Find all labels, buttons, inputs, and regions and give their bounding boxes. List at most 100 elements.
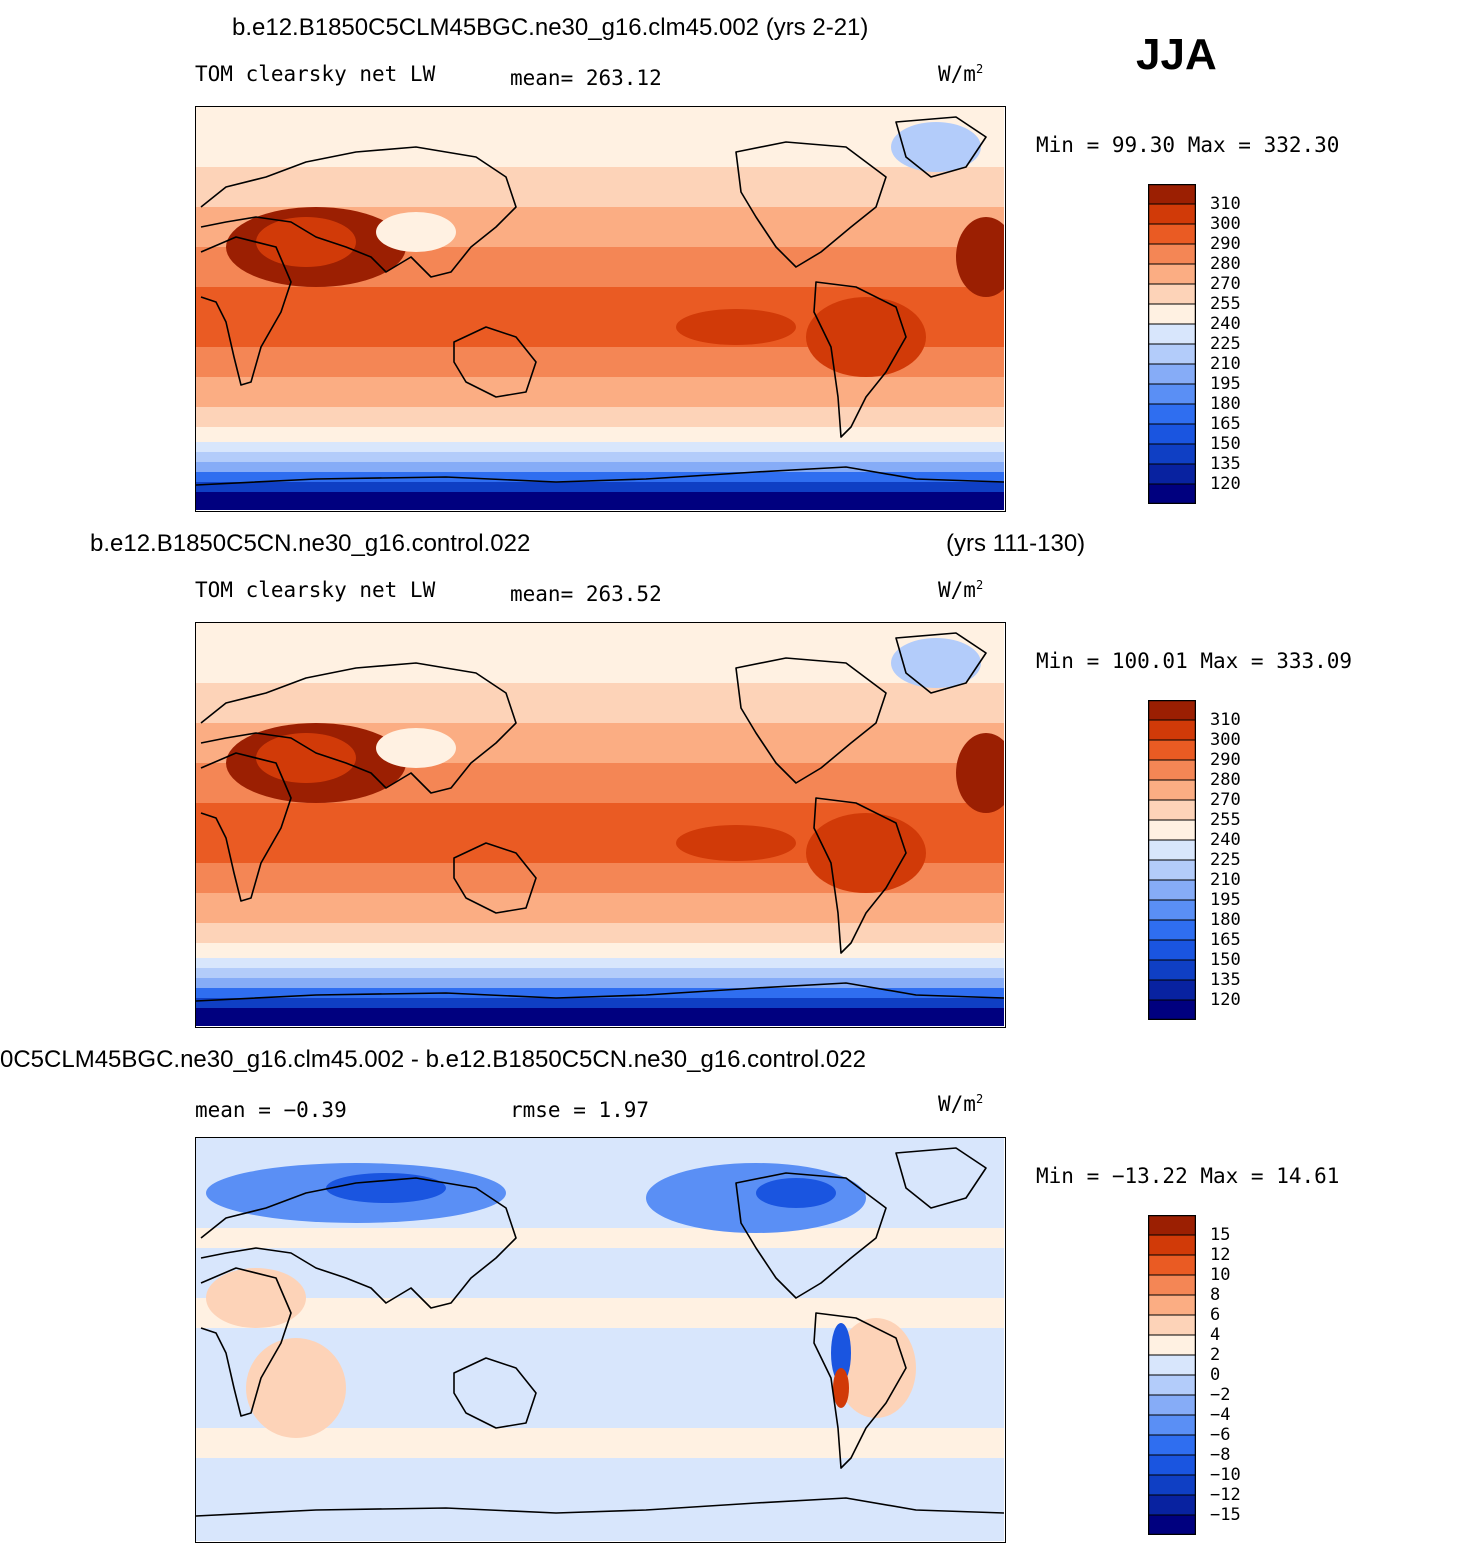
field-band — [196, 452, 1004, 462]
colorbar-tick-label: 0 — [1210, 1365, 1221, 1385]
colorbar-swatch — [1148, 899, 1196, 921]
colorbar-tick-label: 120 — [1210, 474, 1241, 494]
colorbar-swatch — [1148, 343, 1196, 365]
colorbar-swatch — [1148, 1334, 1196, 1356]
colorbar-swatch — [1148, 403, 1196, 425]
field-band — [196, 968, 1004, 978]
colorbar-swatch — [1148, 303, 1196, 325]
colorbar-tick-label: 6 — [1210, 1305, 1221, 1325]
panel3-map — [195, 1137, 1006, 1543]
field-band — [196, 377, 1004, 407]
colorbar-tick-label: −12 — [1210, 1485, 1241, 1505]
coastline — [895, 632, 987, 694]
field-band — [196, 482, 1004, 492]
colorbar-swatch — [1148, 1234, 1196, 1256]
field-feature — [836, 1318, 916, 1418]
coastline — [200, 662, 517, 794]
field-feature — [676, 309, 796, 345]
coastline — [895, 1147, 987, 1209]
field-feature — [806, 297, 926, 377]
colorbar-swatch — [1148, 1294, 1196, 1316]
panel2-minmax: Min = 100.01 Max = 333.09 — [1036, 649, 1353, 673]
coastlines — [196, 632, 1004, 1002]
field-feature — [806, 813, 926, 893]
colorbar-swatch — [1148, 203, 1196, 225]
field-band — [196, 958, 1004, 968]
colorbar-swatch — [1148, 759, 1196, 781]
field-band — [196, 978, 1004, 988]
coastline — [453, 1357, 537, 1429]
colorbar-swatch — [1148, 483, 1196, 504]
field-feature — [891, 122, 981, 172]
colorbar-swatch — [1148, 1254, 1196, 1276]
colorbar-swatch — [1148, 283, 1196, 305]
colorbar-swatch — [1148, 839, 1196, 861]
panel2-years: (yrs 111-130) — [946, 530, 1086, 557]
field-feature — [891, 638, 981, 688]
field-feature — [831, 1323, 851, 1383]
colorbar-swatch — [1148, 243, 1196, 265]
colorbar-swatch — [1148, 859, 1196, 881]
field-feature — [246, 1338, 346, 1438]
colorbar-tick-label: 225 — [1210, 334, 1241, 354]
colorbar-tick-label: 255 — [1210, 294, 1241, 314]
coastline — [895, 116, 987, 178]
panel3-title: 0C5CLM45BGC.ne30_g16.clm45.002 - b.e12.B… — [0, 1046, 866, 1073]
field-band — [196, 1428, 1004, 1458]
colorbar-tick-label: 225 — [1210, 850, 1241, 870]
panel2-colorbar — [1148, 700, 1196, 1020]
field-band — [196, 623, 1004, 683]
colorbar-swatch — [1148, 719, 1196, 741]
colorbar-swatch — [1148, 939, 1196, 961]
field-band — [196, 1008, 1004, 1026]
panel3-minmax: Min = −13.22 Max = 14.61 — [1036, 1164, 1340, 1188]
colorbar-swatch — [1148, 739, 1196, 761]
coastline — [196, 466, 1004, 486]
field-band — [196, 683, 1004, 723]
colorbar-tick-label: 240 — [1210, 314, 1241, 334]
colorbar-swatch — [1148, 263, 1196, 285]
colorbar-swatch — [1148, 1414, 1196, 1436]
colorbar-tick-label: 280 — [1210, 254, 1241, 274]
colorbar-swatch — [1148, 363, 1196, 385]
colorbar-tick-label: −2 — [1210, 1385, 1231, 1405]
colorbar-tick-label: 150 — [1210, 950, 1241, 970]
colorbar-tick-label: 210 — [1210, 354, 1241, 374]
field-band — [196, 462, 1004, 472]
colorbar-tick-label: 4 — [1210, 1325, 1221, 1345]
field-band — [196, 407, 1004, 427]
colorbar-swatch — [1148, 1394, 1196, 1416]
coastlines — [196, 1147, 1004, 1517]
field-band — [196, 167, 1004, 207]
field-feature — [956, 733, 1004, 813]
colorbar-tick-label: −6 — [1210, 1425, 1231, 1445]
panel3-units: W/m2 — [938, 1092, 984, 1116]
colorbar-tick-label: 310 — [1210, 710, 1241, 730]
colorbar-tick-label: 290 — [1210, 750, 1241, 770]
colorbar-tick-label: 10 — [1210, 1265, 1231, 1285]
colorbar-tick-label: 195 — [1210, 890, 1241, 910]
colorbar-tick-label: 270 — [1210, 790, 1241, 810]
colorbar-swatch — [1148, 443, 1196, 465]
colorbar-tick-label: 165 — [1210, 930, 1241, 950]
field-band — [196, 442, 1004, 452]
colorbar-tick-label: 280 — [1210, 770, 1241, 790]
coastline — [453, 326, 537, 398]
colorbar-swatch — [1148, 423, 1196, 445]
colorbar-tick-label: 290 — [1210, 234, 1241, 254]
panel2-title: b.e12.B1850C5CN.ne30_g16.control.022 — [90, 530, 531, 557]
field-feature — [833, 1368, 849, 1408]
panel1-title: b.e12.B1850C5CLM45BGC.ne30_g16.clm45.002… — [232, 14, 869, 41]
colorbar-swatch — [1148, 1494, 1196, 1516]
colorbar-tick-label: 270 — [1210, 274, 1241, 294]
coastline — [735, 657, 887, 784]
colorbar-swatch — [1148, 879, 1196, 901]
colorbar-tick-label: 135 — [1210, 970, 1241, 990]
colorbar-swatch — [1148, 999, 1196, 1020]
coastline — [200, 1177, 517, 1309]
colorbar-tick-label: 195 — [1210, 374, 1241, 394]
field-feature — [206, 1268, 306, 1328]
field-band — [196, 998, 1004, 1008]
colorbar-swatch — [1148, 383, 1196, 405]
coastline — [196, 982, 1004, 1002]
